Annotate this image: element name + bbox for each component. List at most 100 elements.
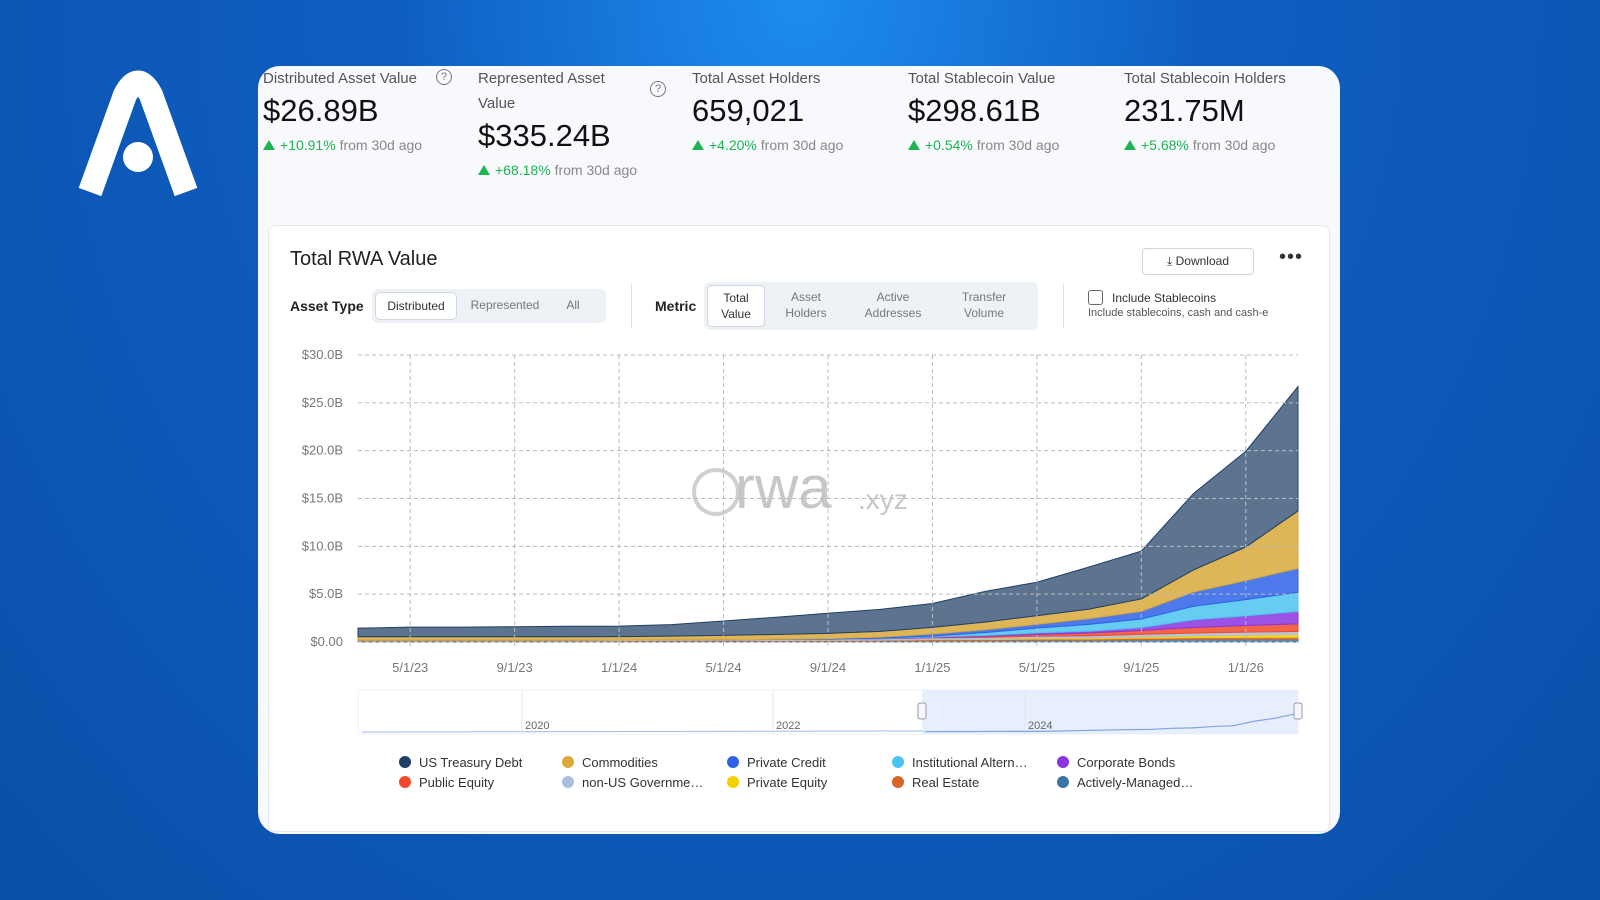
download-label: Download	[1175, 254, 1229, 268]
y-tick-label: $5.0B	[309, 586, 343, 601]
stablecoin-checkbox[interactable]	[1088, 290, 1103, 305]
x-tick-label: 5/1/25	[1019, 660, 1055, 675]
change-pct: +4.20%	[709, 137, 757, 153]
x-tick-label: 5/1/24	[705, 660, 741, 675]
metric-button[interactable]: Total Value	[707, 285, 765, 327]
navigator-selection[interactable]	[922, 690, 1298, 734]
y-tick-label: $10.0B	[302, 538, 343, 553]
x-tick-label: 1/1/26	[1228, 660, 1264, 675]
legend-swatch	[1057, 756, 1069, 768]
y-tick-label: $15.0B	[302, 491, 343, 506]
change-pct: +10.91%	[280, 137, 336, 153]
legend-label: non-US Governme…	[582, 775, 703, 790]
stat-value: $335.24B	[478, 118, 611, 153]
navigator-handle[interactable]	[1293, 702, 1303, 720]
navigator-line	[924, 713, 1296, 733]
y-tick-label: $0.00	[310, 634, 343, 649]
legend-swatch	[399, 776, 411, 788]
navigator-label: 2022	[776, 720, 800, 732]
up-arrow	[478, 165, 490, 175]
legend-label: Institutional Altern…	[912, 755, 1028, 770]
stat-tile: Total Stablecoin Value $298.61B +0.54% fro…	[908, 66, 1118, 153]
download-button[interactable]: ⤓ Download	[1142, 248, 1254, 275]
metric-button[interactable]: Transfer Volume	[961, 290, 1007, 320]
legend-swatch	[562, 756, 574, 768]
area	[357, 385, 1299, 638]
legend-label: Commodities	[582, 755, 658, 770]
up-arrow	[908, 140, 920, 150]
navigator-label: 2024	[1028, 720, 1052, 732]
stablecoin-note: Include stablecoins, cash and cash-e	[1088, 307, 1269, 319]
legend-label: Real Estate	[912, 775, 979, 790]
y-tick-label: $25.0B	[302, 395, 343, 410]
x-tick-label: 5/1/23	[392, 660, 428, 675]
x-tick-label: 9/1/24	[810, 660, 846, 675]
chart-title: Total RWA Value	[290, 248, 438, 270]
watermark-suffix: .xyz	[858, 484, 908, 515]
stat-change: +5.68% from 30d ago	[1124, 137, 1334, 153]
x-tick-label: 9/1/23	[497, 660, 533, 675]
change-note: from 30d ago	[1192, 137, 1276, 153]
x-tick-label: 9/1/25	[1123, 660, 1159, 675]
up-arrow	[263, 140, 275, 150]
stat-label: Represented Asset Value	[478, 70, 605, 112]
change-note: from 30d ago	[976, 137, 1060, 153]
more-menu[interactable]: •••	[1279, 246, 1304, 268]
change-note: from 30d ago	[339, 137, 423, 153]
stat-tile: Represented Asset Value $335.24B +68.18% f…	[478, 66, 688, 178]
stat-value: 659,021	[692, 93, 805, 128]
logo	[78, 70, 198, 197]
legend-swatch	[727, 756, 739, 768]
x-tick-label: 1/1/25	[914, 660, 950, 675]
legend-label: Actively-Managed…	[1077, 775, 1193, 790]
asset-type-label: Asset Type	[290, 298, 364, 314]
stat-change: +0.54% from 30d ago	[908, 137, 1118, 153]
change-pct: +68.18%	[495, 162, 551, 178]
navigator-label: 2020	[525, 720, 549, 732]
legend-label: Private Credit	[747, 755, 826, 770]
navigator-history	[361, 730, 926, 733]
stat-tile: Total Asset Holders 659,021 +4.20% from 30…	[692, 66, 902, 153]
stat-value: $298.61B	[908, 93, 1041, 128]
stat-tile: Distributed Asset Value $26.89B +10.91% fr…	[263, 66, 473, 153]
stat-label: Distributed Asset Value	[263, 70, 417, 87]
asset-type-button[interactable]: Represented	[470, 298, 540, 312]
legend-swatch	[1057, 776, 1069, 788]
asset-type-button[interactable]: Distributed	[375, 292, 457, 320]
change-note: from 30d ago	[760, 137, 844, 153]
metric-button[interactable]: Active Addresses	[864, 290, 922, 320]
stat-label: Total Stablecoin Holders	[1124, 70, 1286, 87]
stat-change: +4.20% from 30d ago	[692, 137, 902, 153]
legend-swatch	[892, 776, 904, 788]
legend-swatch	[562, 776, 574, 788]
stat-tile: Total Stablecoin Holders 231.75M +5.68% fr…	[1124, 66, 1334, 153]
stat-label: Total Stablecoin Value	[908, 70, 1056, 87]
up-arrow	[1124, 140, 1136, 150]
watermark: rwa	[735, 454, 832, 521]
legend-swatch	[892, 756, 904, 768]
asset-type-button[interactable]: All	[566, 298, 580, 312]
y-tick-label: $30.0B	[302, 347, 343, 362]
metric-label: Metric	[655, 298, 697, 314]
stat-change: +10.91% from 30d ago	[263, 137, 473, 153]
y-tick-label: $20.0B	[302, 443, 343, 458]
stat-value: 231.75M	[1124, 93, 1245, 128]
legend-swatch	[399, 756, 411, 768]
watermark-globe	[692, 468, 740, 516]
legend-swatch	[727, 776, 739, 788]
metric-button[interactable]: Asset Holders	[785, 290, 827, 320]
stat-value: $26.89B	[263, 93, 379, 128]
x-tick-label: 1/1/24	[601, 660, 637, 675]
change-note: from 30d ago	[554, 162, 638, 178]
legend-label: Public Equity	[419, 775, 495, 790]
change-pct: +5.68%	[1141, 137, 1189, 153]
legend-label: Private Equity	[747, 775, 828, 790]
change-pct: +0.54%	[925, 137, 973, 153]
legend-label: Corporate Bonds	[1077, 755, 1176, 770]
navigator-handle[interactable]	[917, 702, 927, 720]
stablecoin-label: Include Stablecoins	[1112, 291, 1217, 305]
stat-label: Total Asset Holders	[692, 70, 821, 87]
stat-change: +68.18% from 30d ago	[478, 162, 688, 178]
